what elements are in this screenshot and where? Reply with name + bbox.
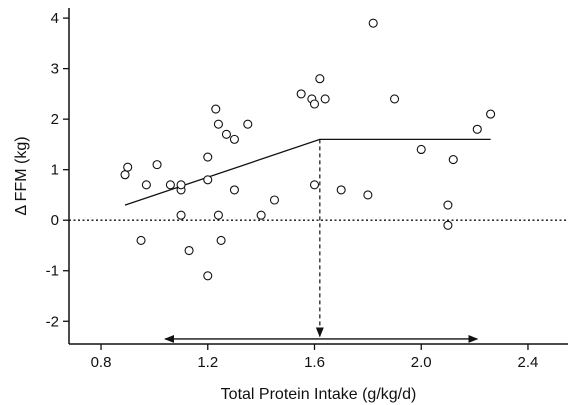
y-tick-label: 3 [51,61,59,78]
data-point [443,220,453,230]
data-point [243,119,253,129]
y-tick-label: 1 [51,162,59,179]
data-point [221,129,231,139]
data-point [296,89,306,99]
data-point [336,185,346,195]
x-tick-label: 2.4 [518,354,539,371]
y-axis-title: Δ FFM (kg) [13,136,30,215]
axis-labels: Total Protein Intake (g/kg/d) Δ FFM (kg) [13,136,416,403]
data-point [416,144,426,155]
data-point [203,271,213,281]
data-point [390,94,400,104]
data-point [136,235,146,245]
data-point [229,134,239,144]
data-point [320,94,330,104]
data-point [368,18,378,28]
x-tick-label: 1.2 [197,354,218,371]
data-point [203,175,213,185]
y-tick-label: 0 [51,212,59,229]
data-point [165,180,175,190]
data-point [256,210,266,220]
y-tick-label: 4 [51,10,59,27]
fit-line [124,138,491,206]
y-tick-label: -1 [46,263,59,280]
data-point [211,104,221,114]
data-point [141,180,151,190]
x-tick-label: 1.6 [304,354,325,371]
data-point [216,235,226,245]
data-point [363,190,373,200]
data-point [184,245,194,256]
y-tick-label: 2 [51,111,59,128]
data-point [229,185,239,195]
data-point [309,180,320,190]
axes: 0.8 1.2 1.6 2.0 2.4 -2 -1 0 1 2 3 4 [46,8,568,371]
data-point [486,109,496,119]
data-point [120,170,130,180]
data-point [472,124,482,134]
data-point [203,152,213,162]
data-point [448,155,458,165]
data-point [309,99,320,109]
data-point [176,210,186,220]
reference-lines [69,138,568,343]
data-point [315,74,325,84]
data-point [269,195,280,205]
x-tick-label: 2.0 [411,354,432,371]
x-axis-title: Total Protein Intake (g/kg/d) [221,386,417,403]
x-tick-label: 0.8 [91,354,112,371]
data-point [443,200,453,210]
data-points [120,18,496,281]
data-point [176,180,186,190]
data-point [213,119,223,129]
y-tick-label: -2 [46,313,59,330]
data-point [123,162,133,172]
data-point [152,160,162,170]
data-point [213,210,223,220]
